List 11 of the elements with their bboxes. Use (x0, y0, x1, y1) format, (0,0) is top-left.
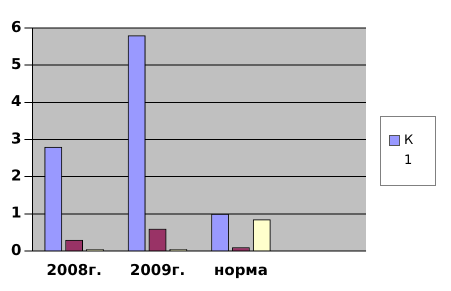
y-tick-label: 4 (11, 92, 22, 110)
y-tick-label: 1 (11, 204, 22, 222)
y-tick-label: 6 (11, 18, 22, 36)
y-tick-label: 2 (11, 166, 22, 185)
y-tick-label: 3 (11, 129, 22, 148)
x-tick-label: норма (214, 260, 268, 279)
y-tick-label: 0 (11, 240, 22, 259)
x-tick-label: 2008г. (46, 260, 102, 279)
y-tick-label: 5 (11, 55, 22, 74)
x-tick-label: 2009г. (130, 260, 186, 279)
legend-label: К 1 (404, 132, 414, 170)
